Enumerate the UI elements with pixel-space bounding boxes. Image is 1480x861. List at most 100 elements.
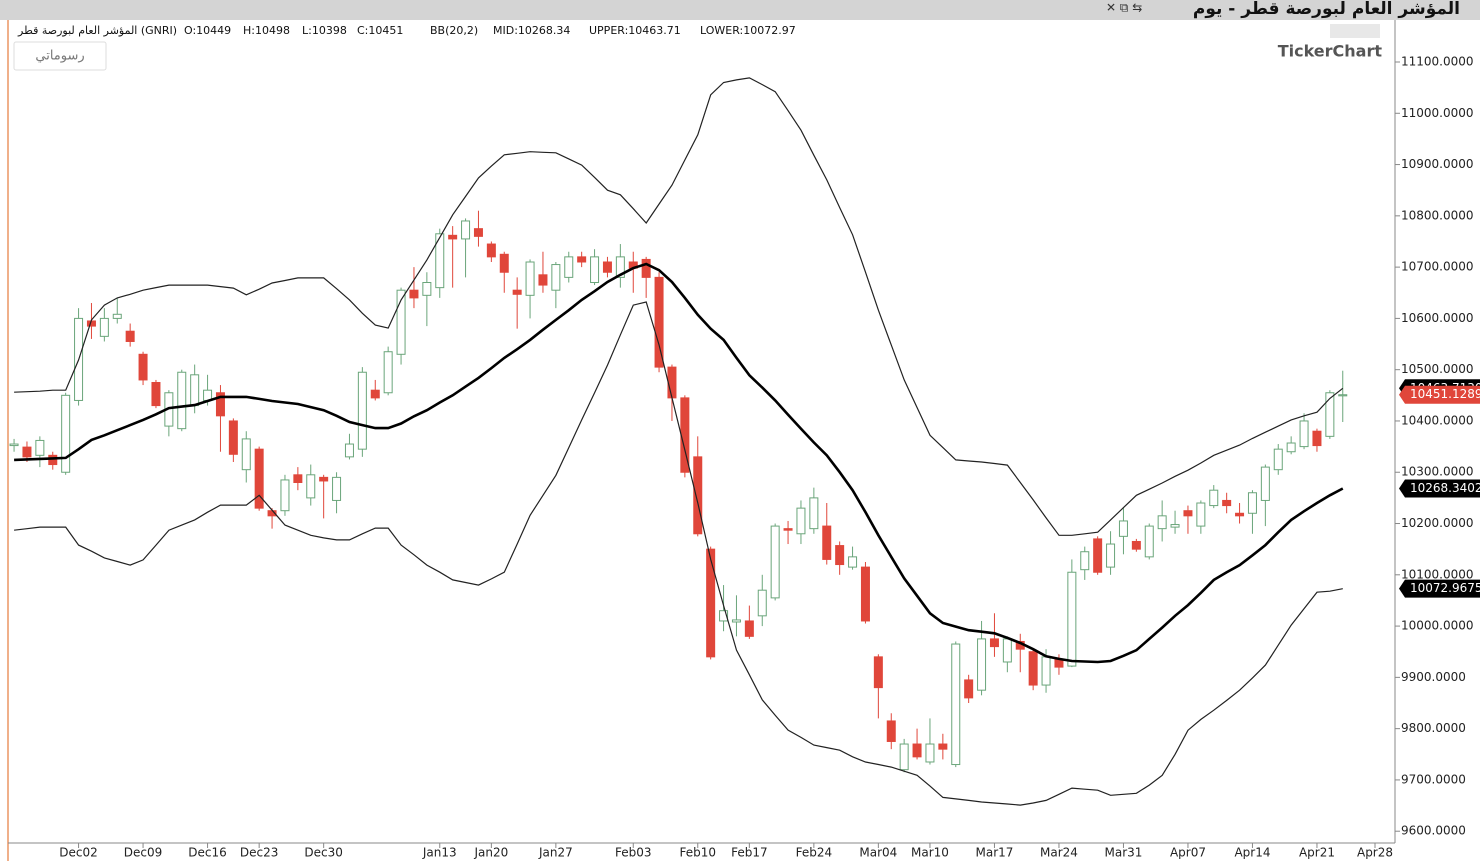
band-line xyxy=(14,262,1344,664)
x-tick-label: Feb24 xyxy=(796,846,833,860)
candle-body xyxy=(564,256,574,278)
candle-body xyxy=(1080,551,1090,571)
candle-body xyxy=(667,366,677,399)
price-tag xyxy=(1399,579,1480,598)
candle-body xyxy=(409,289,419,299)
x-tick-label: Apr14 xyxy=(1234,846,1270,860)
candle-body xyxy=(602,261,612,273)
y-tick-label: 9600.0000 xyxy=(1401,824,1466,838)
info-item: H:10498 xyxy=(243,24,290,37)
x-tick-label: Mar17 xyxy=(975,846,1013,860)
candle-body xyxy=(744,620,754,637)
candle-body xyxy=(706,548,716,658)
candle-body xyxy=(551,264,561,291)
candle-body xyxy=(1170,524,1180,528)
candle-body xyxy=(590,256,600,284)
candle-body xyxy=(1106,543,1116,568)
candle-body xyxy=(99,317,109,337)
band-line xyxy=(14,77,1344,536)
candle-body xyxy=(1338,394,1348,397)
y-tick-label: 10000.0000 xyxy=(1401,619,1474,633)
y-tick-label: 10500.0000 xyxy=(1401,362,1474,376)
chart-title: المؤشر العام لبورصة قطر - يوم xyxy=(1193,0,1460,19)
drawings-button[interactable] xyxy=(13,41,107,71)
x-tick-label: Feb10 xyxy=(680,846,717,860)
candle-body xyxy=(1260,466,1270,501)
x-tick-label: Mar24 xyxy=(1040,846,1078,860)
x-tick-label: Feb17 xyxy=(731,846,768,860)
candle-body xyxy=(254,448,264,509)
candle-body xyxy=(912,743,922,758)
x-tick-label: Jan13 xyxy=(422,846,457,860)
candle-body xyxy=(35,439,45,456)
info-item: L:10398 xyxy=(302,24,347,37)
candle-body xyxy=(860,566,870,622)
candle-body xyxy=(1093,538,1103,573)
drawings-button-label[interactable]: رسوماتي xyxy=(35,49,84,64)
candle-body xyxy=(1157,515,1167,530)
y-tick-label: 9900.0000 xyxy=(1401,670,1466,684)
price-tag-label: 10268.3402 xyxy=(1410,481,1480,495)
x-tick-label: Mar31 xyxy=(1104,846,1142,860)
x-tick-label: Apr07 xyxy=(1170,846,1206,860)
x-tick-label: Dec02 xyxy=(59,846,98,860)
candle-body xyxy=(654,276,664,368)
y-tick-label: 9800.0000 xyxy=(1401,721,1466,735)
y-tick-label: 9700.0000 xyxy=(1401,772,1466,786)
y-tick-label: 11000.0000 xyxy=(1401,106,1474,120)
close-icon[interactable]: ✕ ⧉ ⇆ xyxy=(1106,1,1142,15)
watermark: TickerChart xyxy=(1278,42,1383,61)
info-item: LOWER:10072.97 xyxy=(700,24,796,37)
price-tag xyxy=(1399,385,1480,404)
y-tick-label: 10800.0000 xyxy=(1401,208,1474,222)
candle-body xyxy=(938,743,948,750)
candle-body xyxy=(473,228,483,237)
price-tag-label: 10072.9675 xyxy=(1410,581,1480,595)
candle-body xyxy=(693,456,703,535)
y-tick-label: 10100.0000 xyxy=(1401,567,1474,581)
y-tick-label: 10400.0000 xyxy=(1401,413,1474,427)
candle-body xyxy=(641,258,651,278)
candle-body xyxy=(1144,525,1154,558)
candle-body xyxy=(228,420,238,455)
candle-body xyxy=(396,289,406,355)
candle-body xyxy=(899,743,909,771)
candle-body xyxy=(873,656,883,689)
y-tick-label: 10200.0000 xyxy=(1401,516,1474,530)
candle-body xyxy=(770,525,780,599)
candle-body xyxy=(1131,540,1141,550)
candle-body xyxy=(486,243,496,258)
candle-body xyxy=(783,528,793,531)
x-tick-label: Feb03 xyxy=(615,846,652,860)
y-tick-label: 10700.0000 xyxy=(1401,260,1474,274)
candle-body xyxy=(370,389,380,399)
candle-body xyxy=(461,220,471,240)
candle-body xyxy=(822,525,832,560)
candle-body xyxy=(1235,512,1245,517)
candle-body xyxy=(1273,448,1283,471)
candle-body xyxy=(835,545,845,566)
x-tick-label: Mar10 xyxy=(911,846,949,860)
candle-body xyxy=(848,556,858,568)
candle-body xyxy=(125,330,135,342)
candle-body xyxy=(177,371,187,430)
x-tick-label: Apr28 xyxy=(1357,846,1393,860)
candle-body xyxy=(1118,520,1128,537)
info-line: المؤشر العام لبورصة قطر (GNRI) O:10449 H:1… xyxy=(17,24,796,37)
candle-body xyxy=(1222,499,1232,507)
candle-body xyxy=(1067,571,1077,667)
candle-body xyxy=(977,638,987,691)
candle-body xyxy=(9,443,19,447)
candle-body xyxy=(448,234,458,240)
candle-body xyxy=(989,638,999,648)
y-tick-label: 11100.0000 xyxy=(1401,54,1474,68)
candle-body xyxy=(435,233,445,289)
candle-body xyxy=(525,261,535,296)
candle-body xyxy=(951,643,961,766)
window-controls[interactable] xyxy=(1330,24,1380,38)
candle-body xyxy=(319,476,329,482)
x-tick-label: Dec30 xyxy=(304,846,343,860)
candle-body xyxy=(1196,502,1206,527)
x-tick-label: Dec23 xyxy=(240,846,279,860)
info-item: C:10451 xyxy=(357,24,403,37)
